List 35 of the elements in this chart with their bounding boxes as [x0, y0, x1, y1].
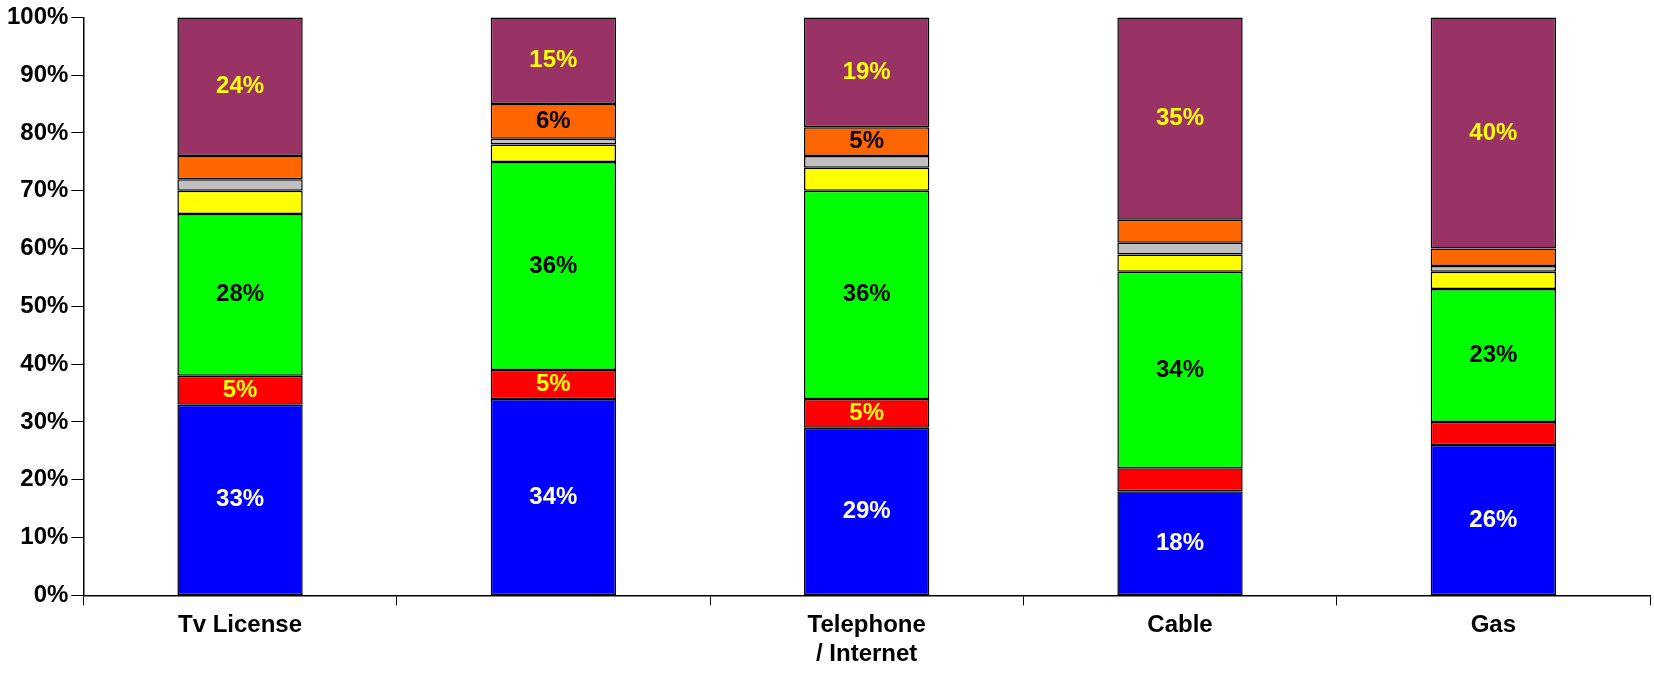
data-label: 5%: [849, 397, 885, 425]
data-label: 5%: [849, 126, 885, 154]
y-tick-label: 90%: [20, 59, 69, 87]
x-tick-label: Telephone / Internet: [807, 610, 926, 667]
data-label: 40%: [1469, 117, 1518, 145]
data-label: 34%: [1155, 354, 1205, 382]
data-label: 35%: [1155, 103, 1205, 131]
y-tick-label: 40%: [20, 348, 69, 376]
y-tick-label: 30%: [20, 406, 69, 434]
data-label: 23%: [1469, 340, 1518, 368]
data-label: 18%: [1155, 527, 1205, 555]
data-label: 26%: [1469, 504, 1518, 532]
data-label: 24%: [216, 71, 265, 99]
x-tick-label: Tv License: [178, 610, 303, 638]
data-label: 29%: [842, 495, 891, 523]
data-label: 5%: [222, 374, 258, 402]
data-label: 33%: [216, 484, 265, 512]
y-tick-label: 20%: [20, 464, 69, 492]
data-label: 19%: [842, 56, 891, 84]
x-tick-label: Cable: [1147, 610, 1213, 638]
y-tick-label: 100%: [6, 2, 69, 30]
data-label: 15%: [529, 45, 578, 73]
y-tick-label: 80%: [20, 117, 69, 145]
data-label: 28%: [216, 279, 265, 307]
x-tick-label: Gas: [1470, 610, 1517, 638]
y-tick-label: 50%: [20, 291, 69, 319]
y-tick-label: 10%: [20, 522, 69, 550]
data-label: 36%: [529, 250, 578, 278]
data-label: 6%: [536, 106, 571, 134]
y-tick-label: 60%: [20, 233, 69, 261]
y-tick-label: 70%: [20, 175, 69, 203]
y-tick-label: 0%: [33, 580, 69, 608]
data-label: 34%: [529, 481, 578, 509]
data-label: 36%: [842, 279, 891, 307]
data-label: 5%: [536, 369, 571, 397]
